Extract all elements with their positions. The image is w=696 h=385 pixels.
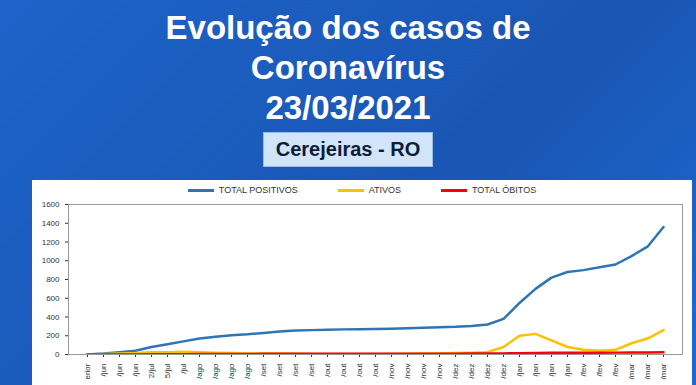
html-text:23/03/2021: 23/03/2021: [265, 89, 431, 126]
svg-text:/out: /out: [371, 363, 380, 377]
svg-text:/jan: /jan: [515, 364, 524, 377]
svg-text:/nov: /nov: [387, 364, 396, 379]
svg-text:erior: erior: [83, 363, 92, 379]
svg-text:/mar: /mar: [659, 363, 668, 379]
svg-text:/jan: /jan: [547, 364, 556, 377]
svg-text:800: 800: [46, 275, 60, 284]
svg-text:600: 600: [46, 294, 60, 303]
svg-text:/dez: /dez: [467, 364, 476, 379]
svg-text:1000: 1000: [42, 256, 60, 265]
svg-text:/fev: /fev: [595, 364, 604, 377]
svg-text:/jun: /jun: [115, 364, 124, 377]
svg-text:/ago: /ago: [195, 363, 204, 379]
html-text:Cerejeiras - RO: Cerejeiras - RO: [275, 138, 421, 160]
svg-text:1400: 1400: [42, 219, 60, 228]
svg-text:/jan: /jan: [531, 364, 540, 377]
svg-text:5/jul: 5/jul: [163, 363, 172, 378]
svg-text:/nov: /nov: [403, 364, 412, 379]
svg-text:/dez: /dez: [483, 364, 492, 379]
svg-text:1200: 1200: [42, 238, 60, 247]
svg-text:400: 400: [46, 313, 60, 322]
svg-text:/set: /set: [291, 363, 300, 377]
svg-text:0: 0: [55, 350, 60, 359]
svg-text:2/jul: 2/jul: [147, 363, 156, 378]
svg-text:200: 200: [46, 331, 60, 340]
svg-text:/dez: /dez: [451, 364, 460, 379]
svg-text:/jan: /jan: [563, 364, 572, 377]
svg-text:/fev: /fev: [611, 364, 620, 377]
svg-text:/ago: /ago: [211, 363, 220, 379]
svg-text:/fev: /fev: [579, 364, 588, 377]
svg-text:/set: /set: [275, 363, 284, 377]
html-text:Evolução dos casos de Coronaví: Evolução dos casos de Coronavírus: [165, 9, 531, 86]
svg-text:/ago: /ago: [243, 363, 252, 379]
html-text:TOTAL POSITIVOS: TOTAL POSITIVOS: [218, 185, 298, 195]
svg-text:/out: /out: [355, 363, 364, 377]
svg-text:/out: /out: [339, 363, 348, 377]
svg-text:/dez: /dez: [499, 364, 508, 379]
svg-text:/jul: /jul: [179, 363, 188, 373]
svg-text:/out: /out: [323, 363, 332, 377]
svg-text:/nov: /nov: [419, 364, 428, 379]
svg-text:/mar: /mar: [627, 363, 636, 379]
svg-text:1600: 1600: [42, 200, 60, 209]
svg-text:/ago: /ago: [227, 363, 236, 379]
svg-text:/jun: /jun: [131, 364, 140, 377]
svg-text:/jun: /jun: [99, 364, 108, 377]
html-text:TOTAL ÓBITOS: TOTAL ÓBITOS: [472, 185, 537, 195]
svg-text:/set: /set: [259, 363, 268, 377]
svg-text:/nov: /nov: [435, 364, 444, 379]
svg-text:/mar: /mar: [643, 363, 652, 379]
svg-text:/set: /set: [307, 363, 316, 377]
html-text:ATIVOS: ATIVOS: [368, 185, 401, 195]
